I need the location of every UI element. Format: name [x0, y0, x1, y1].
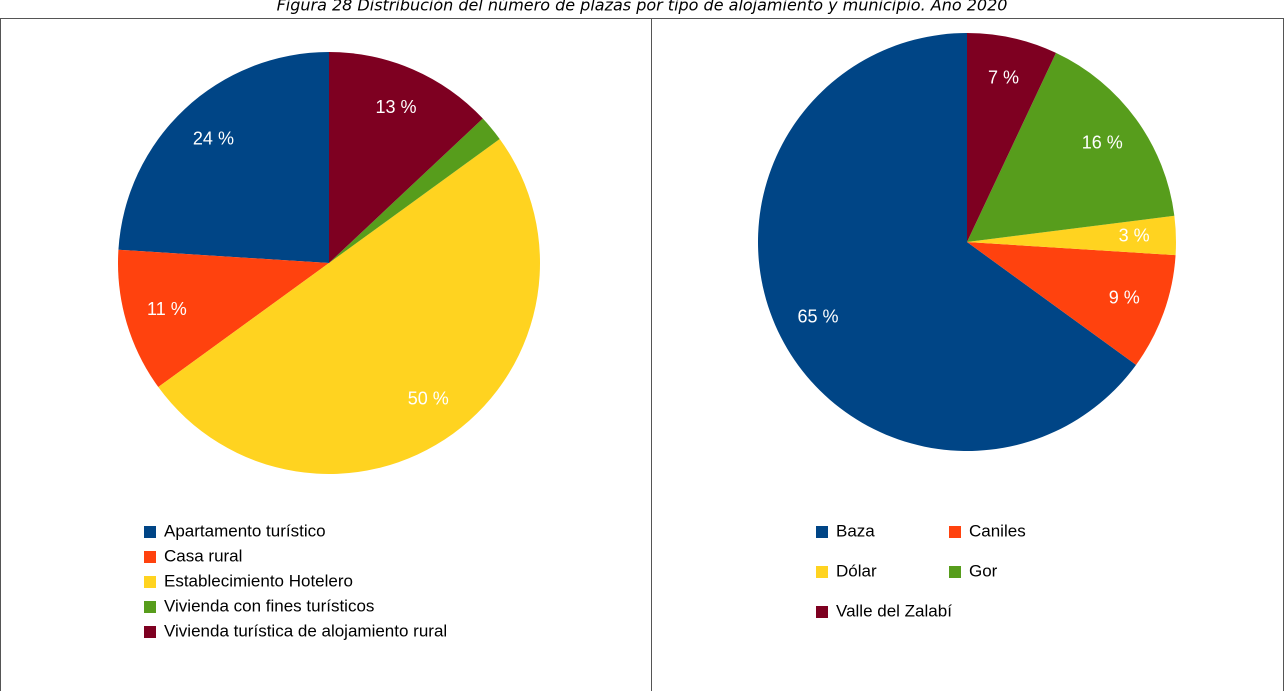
legend-label: Baza — [836, 521, 875, 540]
legend-label: Casa rural — [164, 546, 242, 565]
legend-swatch — [144, 576, 156, 588]
pie-slice — [329, 118, 500, 263]
data-label: 9 % — [1109, 287, 1140, 307]
pie-slice — [967, 215, 1176, 256]
legend-swatch — [144, 601, 156, 613]
legend-label: Apartamento turístico — [164, 521, 326, 540]
pie-slice — [118, 52, 330, 263]
legend-label: Caniles — [969, 521, 1026, 540]
data-label: 11 % — [147, 299, 187, 319]
legend-swatch — [144, 551, 156, 563]
pie-slice — [757, 33, 1137, 452]
data-label: 3 % — [1119, 225, 1150, 245]
legend-swatch — [816, 526, 828, 538]
pie-slice — [118, 249, 330, 388]
data-label: 24 % — [193, 129, 234, 149]
legend-swatch — [949, 526, 961, 538]
legend-swatch — [816, 606, 828, 618]
figure-title: Figura 28 Distribución del número de pla… — [277, 0, 1008, 15]
legend-label: Establecimiento Hotelero — [164, 571, 353, 590]
data-label: 13 % — [376, 97, 417, 117]
legend-swatch — [949, 566, 961, 578]
pie-slice — [967, 33, 1056, 242]
legend-swatch — [816, 566, 828, 578]
legend-swatch — [144, 626, 156, 638]
data-label: 65 % — [798, 307, 839, 327]
pie-slice — [329, 52, 483, 263]
pie-slice — [967, 242, 1176, 365]
legend-label: Vivienda con fines turísticos — [164, 596, 374, 615]
legend-label: Valle del Zalabí — [836, 601, 952, 620]
legend-label: Dólar — [836, 561, 877, 580]
pie-slice — [967, 52, 1175, 243]
legend-label: Gor — [969, 561, 998, 580]
data-label: 50 % — [408, 388, 449, 408]
legend-swatch — [144, 526, 156, 538]
data-label: 7 % — [988, 68, 1019, 88]
data-label: 16 % — [1082, 132, 1123, 152]
pie-slice — [158, 138, 540, 475]
legend-label: Vivienda turística de alojamiento rural — [164, 621, 447, 640]
